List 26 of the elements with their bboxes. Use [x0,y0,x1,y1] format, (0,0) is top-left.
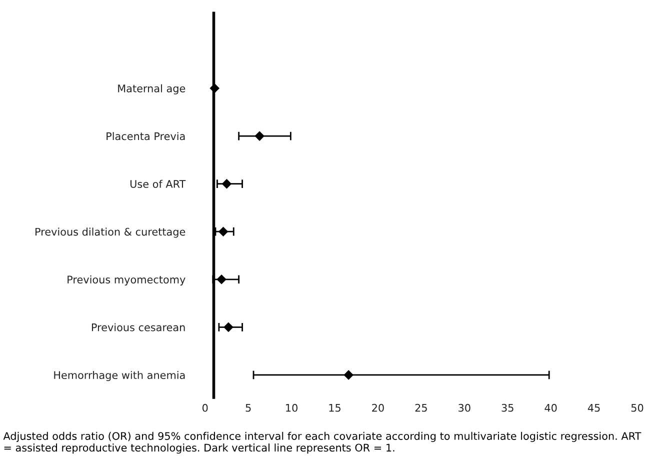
y-tick-label: Maternal age [118,84,186,94]
y-tick-label: Placenta Previa [106,132,185,140]
x-tick-label: 20 [372,404,384,412]
point [222,179,232,188]
x-tick-label: 50 [631,404,644,412]
point [216,274,226,284]
point [254,131,264,141]
x-tick-label: 10 [286,404,298,412]
y-tick-label: Previous dilation & curettage [36,228,186,238]
point [344,370,354,380]
y-tick-label: Hemorrhage with anemia [54,370,185,382]
x-tick-label: 25 [415,404,427,412]
x-tick-label: 35 [502,404,514,412]
x-tick-label: 0 [202,404,208,412]
x-tick-label: 40 [544,404,557,412]
x-tick-label: 15 [329,404,340,412]
point [218,226,228,236]
x-tick-label: 45 [588,404,600,412]
x-tick-label: 5 [246,404,251,412]
y-tick-label: Use of ART [130,180,186,188]
y-tick-label: Previous myomectomy [68,275,186,286]
y-tick-label: Previous cesarean [92,323,185,332]
point [210,84,220,93]
text: Adjusted odds ratio (OR) and 95% confidence interval for each covariate according to multivariate logistic regression. ART = assisted reproductive technologies. Dark vertical line represents OR = 1. [3,432,642,454]
point [224,322,234,332]
x-tick-label: 30 [458,404,470,412]
